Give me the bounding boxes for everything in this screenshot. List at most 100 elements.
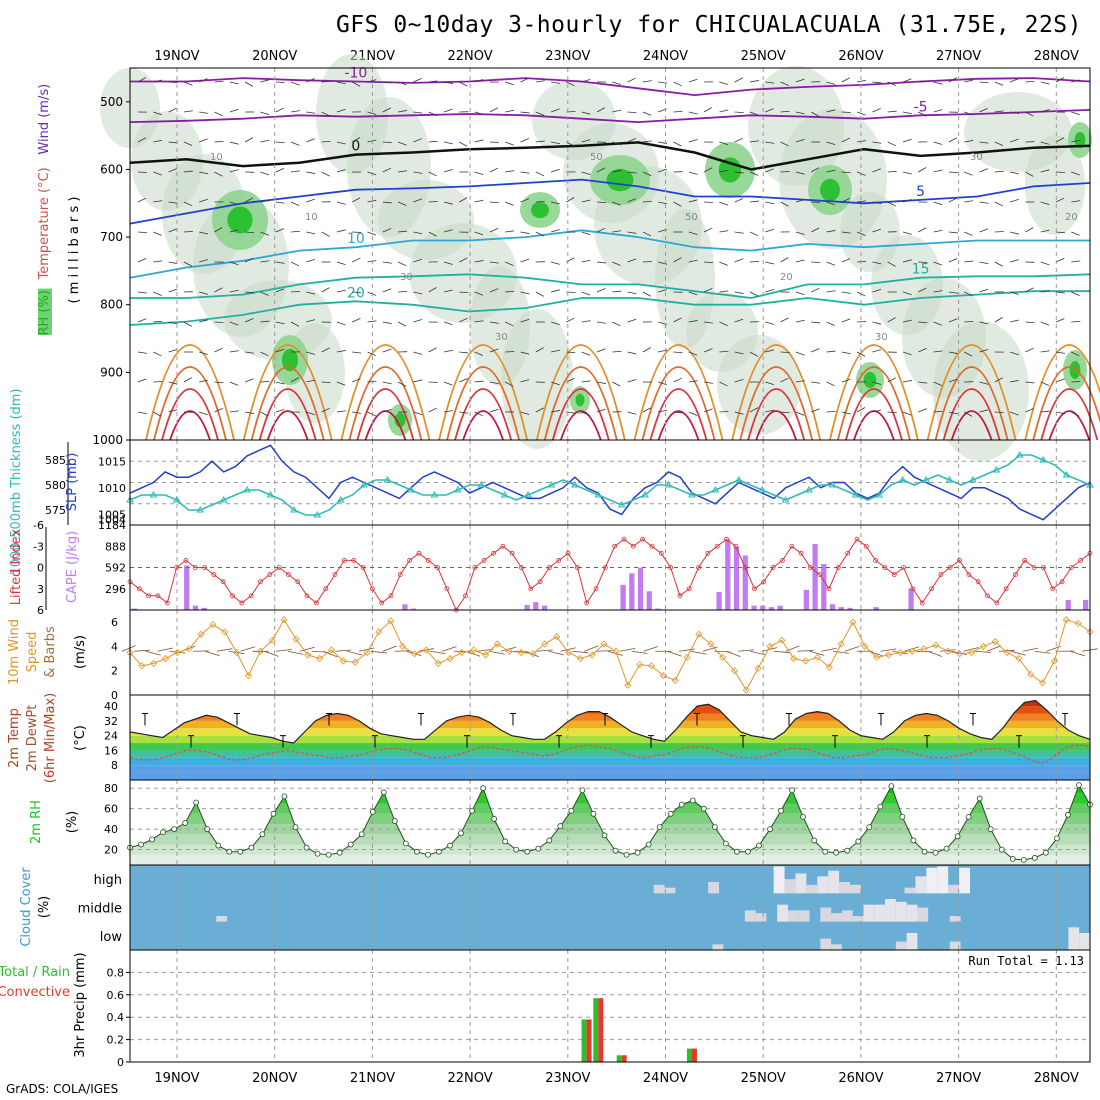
wind-barb [199, 411, 208, 416]
wind-barb [183, 170, 193, 173]
wind-barb [688, 171, 698, 175]
wind-barb [780, 377, 789, 383]
wind-barb [367, 411, 376, 417]
cloud-cell [852, 916, 864, 922]
wind-barb [719, 81, 729, 85]
cloud-cell [1079, 933, 1090, 950]
cloud-cell [937, 866, 949, 894]
wind-speed-point [1027, 670, 1035, 678]
cloud-level-label: low [100, 930, 123, 945]
wind-barb [811, 287, 820, 293]
wind-barb [780, 201, 789, 207]
lifted-index-point [509, 550, 515, 556]
wind-barb [214, 381, 224, 384]
wind-barb [749, 80, 759, 83]
lifted-index-point [975, 579, 981, 585]
wind-barb [489, 167, 499, 173]
wind-barb [474, 171, 484, 176]
rh-ytick-label: 20 [104, 844, 118, 857]
wind-barb [749, 231, 759, 237]
cape-bar [803, 589, 809, 610]
rh-point [778, 807, 784, 814]
wind-barb [964, 260, 974, 263]
isotherm-line [129, 141, 1091, 171]
rh-point [767, 826, 773, 833]
wind-barb [398, 110, 408, 113]
lifted-index-ylabel: Lifted Index [9, 528, 24, 605]
wind-barb [918, 227, 927, 233]
wind-barb [933, 229, 943, 233]
wind-speed-point [410, 650, 419, 658]
wind-barb [382, 201, 392, 204]
wind-barb [826, 169, 836, 173]
wind-barb [168, 81, 178, 84]
wind-barb [581, 139, 591, 143]
wind-barb [168, 107, 177, 113]
wind-barb [260, 79, 270, 83]
rh-point [358, 831, 365, 838]
wind-barb [765, 349, 775, 353]
wind-barb [719, 230, 729, 233]
wind-barb [581, 111, 591, 115]
lifted-index-point [136, 586, 142, 592]
wind-barb [902, 411, 912, 416]
wind-barb [703, 348, 713, 353]
surface-isotherm [934, 366, 1009, 441]
surface-isotherm [250, 366, 325, 441]
thickness-point [922, 476, 930, 483]
surface-isotherm [153, 366, 227, 441]
wind-barb [214, 347, 223, 353]
wind-barb [245, 411, 255, 414]
wind-speed-point [138, 662, 146, 670]
lifted-index-point [146, 593, 152, 599]
wind-barb [673, 317, 682, 323]
surface-isotherm [739, 366, 814, 441]
wind-barb [673, 110, 683, 113]
rh-legend-swatch [38, 288, 52, 335]
wind-barb [428, 231, 437, 237]
wind-barb [550, 321, 560, 326]
surface-wind-barb [987, 645, 1002, 652]
wind-barb [780, 110, 790, 113]
cape-bar [768, 607, 775, 610]
wind-barb [367, 199, 377, 203]
wind-barb [964, 111, 973, 116]
wind-barb [856, 111, 866, 116]
cloud-cell [885, 899, 896, 922]
wind-barb [153, 79, 163, 83]
wind-barb [658, 168, 667, 173]
surface-wind-barb [157, 647, 173, 652]
wind-barb [642, 200, 652, 203]
surface-isotherm [266, 410, 309, 441]
wind-barb [290, 141, 300, 146]
wind-barb [1009, 411, 1019, 416]
rh-point [491, 816, 498, 822]
wind-barb [627, 351, 637, 355]
wind-barb [168, 381, 178, 385]
wind-barb [948, 231, 958, 234]
wind-barb [244, 378, 254, 383]
thickness-point [594, 491, 603, 498]
thickness-point [407, 486, 415, 493]
wind-barb [1025, 347, 1034, 353]
rh-point [226, 848, 233, 855]
cloud-cell [915, 876, 927, 894]
wind-barb [933, 321, 943, 326]
isotherm-label: 20 [347, 285, 365, 301]
rh-point [756, 842, 762, 849]
precip-ytick-label: 0.4 [107, 1011, 125, 1024]
rh-point [182, 820, 189, 826]
slp-ytick-label: 1005 [98, 508, 126, 521]
thickness-point [664, 481, 673, 488]
lifted-index-point [770, 565, 776, 570]
wind-barb [306, 258, 316, 263]
wind-barb [795, 111, 805, 115]
surface-wind-barb [584, 645, 599, 652]
wind-barb [612, 290, 622, 293]
wind-barb [382, 288, 392, 293]
thickness-point [875, 491, 884, 498]
wind-speed-point [553, 633, 561, 641]
surface-isotherm [633, 344, 724, 441]
day-label-top: 27NOV [936, 49, 981, 64]
temp-band [130, 750, 1090, 758]
